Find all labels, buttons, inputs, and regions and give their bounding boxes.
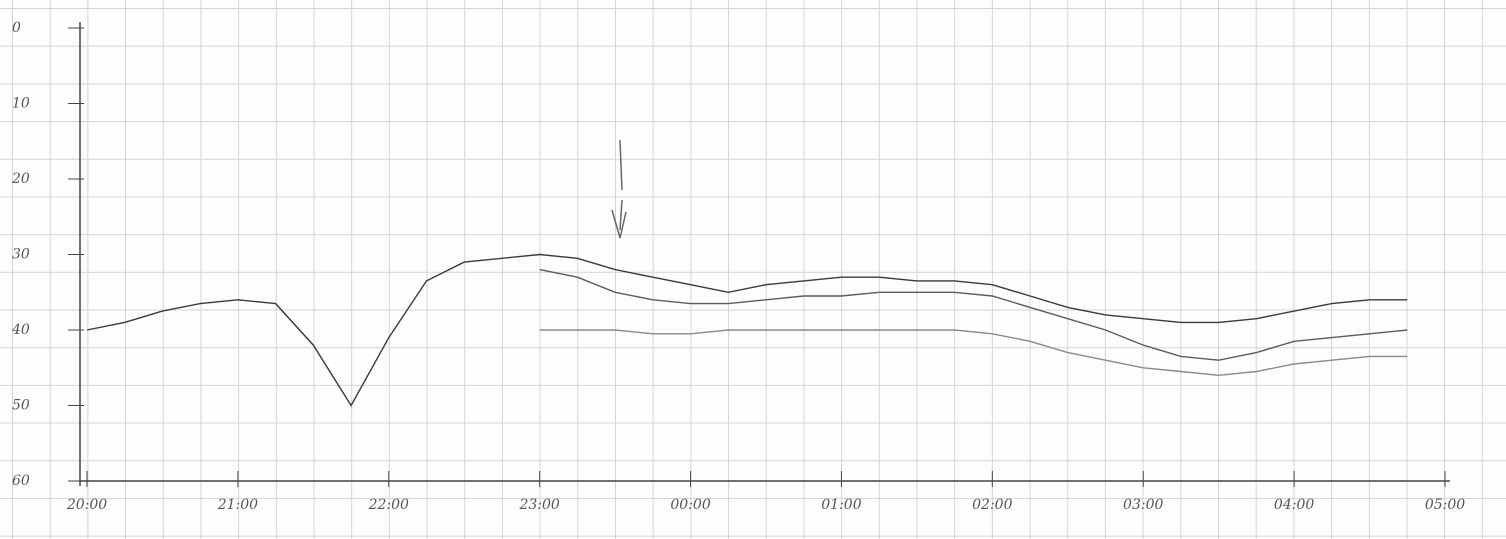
x-tick-label: 03:00 [1123,497,1163,513]
y-tick-label: 60 [12,473,30,489]
x-tick-label: 02:00 [972,497,1012,513]
arrow-annotation [612,140,626,238]
y-tick-label: 0 [12,20,21,36]
y-tick-label: 10 [12,96,30,112]
x-tick-label: 05:00 [1425,497,1465,513]
x-tick-label: 20:00 [66,497,107,513]
x-tick-label: 21:00 [217,497,258,513]
y-tick-label: 30 [12,247,30,263]
x-tick-label: 22:00 [368,497,409,513]
data-line [540,330,1408,375]
x-tick-label: 00:00 [670,497,710,513]
y-tick-label: 50 [12,398,30,414]
x-tick-label: 23:00 [518,497,559,513]
x-tick-label: 04:00 [1274,497,1314,513]
y-tick-label: 20 [11,171,30,187]
x-tick-label: 01:00 [821,497,861,513]
chart: 0 10 20 30 40 50 60 20:00 21:00 22:00 23:00 00:00 01… [0,0,1506,539]
y-tick-label: 40 [11,322,30,338]
